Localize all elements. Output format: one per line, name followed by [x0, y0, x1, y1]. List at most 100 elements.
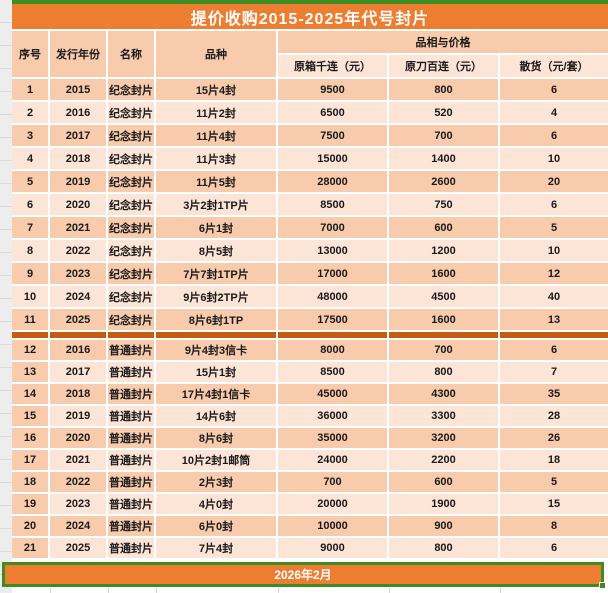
- cell-case-price[interactable]: 17000: [278, 263, 387, 284]
- cell-variety[interactable]: 14片6封: [156, 406, 276, 426]
- cell-case-price[interactable]: 10000: [278, 516, 387, 536]
- cell-case-price[interactable]: 9000: [278, 538, 387, 558]
- cell-loose-price[interactable]: 26: [500, 428, 608, 448]
- cell-loose-price[interactable]: 7: [500, 362, 608, 382]
- cell-loose-price[interactable]: 28: [500, 406, 608, 426]
- table-title[interactable]: 提价收购2015-2025年代号封片: [12, 4, 608, 29]
- cell-year[interactable]: 2025: [50, 538, 106, 558]
- cell-serial[interactable]: 13: [12, 362, 48, 382]
- cell-bundle-price[interactable]: 1900: [389, 494, 498, 514]
- cell-name[interactable]: 纪念封片: [108, 125, 154, 146]
- cell-bundle-price[interactable]: 700: [389, 340, 498, 360]
- cell-bundle-price[interactable]: 520: [389, 102, 498, 123]
- cell-bundle-price[interactable]: 1200: [389, 240, 498, 261]
- cell-name[interactable]: 纪念封片: [108, 171, 154, 192]
- cell-serial[interactable]: 2: [12, 102, 48, 123]
- cell-case-price[interactable]: 9500: [278, 79, 387, 100]
- cell-bundle-price[interactable]: 600: [389, 472, 498, 492]
- cell-loose-price[interactable]: 10: [500, 240, 608, 261]
- cell-variety[interactable]: 4片0封: [156, 494, 276, 514]
- cell-variety[interactable]: 17片4封1信卡: [156, 384, 276, 404]
- cell-case-price[interactable]: 6500: [278, 102, 387, 123]
- cell-variety[interactable]: 6片1封: [156, 217, 276, 238]
- cell-variety[interactable]: 7片4封: [156, 538, 276, 558]
- col-header-loose-price[interactable]: 散货（元/套）: [500, 55, 608, 77]
- cell-bundle-price[interactable]: 900: [389, 516, 498, 536]
- cell-year[interactable]: 2021: [50, 450, 106, 470]
- col-header-year[interactable]: 发行年份: [50, 31, 106, 77]
- cell-serial[interactable]: 12: [12, 340, 48, 360]
- cell-name[interactable]: 普通封片: [108, 472, 154, 492]
- cell-serial[interactable]: 11: [12, 309, 48, 330]
- cell-name[interactable]: 普通封片: [108, 362, 154, 382]
- cell-name[interactable]: 普通封片: [108, 450, 154, 470]
- cell-variety[interactable]: 10片2封1邮筒: [156, 450, 276, 470]
- cell-variety[interactable]: 7片7封1TP片: [156, 263, 276, 284]
- cell-name[interactable]: 纪念封片: [108, 102, 154, 123]
- cell-loose-price[interactable]: 6: [500, 340, 608, 360]
- cell-year[interactable]: 2020: [50, 194, 106, 215]
- cell-name[interactable]: 纪念封片: [108, 309, 154, 330]
- cell-serial[interactable]: 18: [12, 472, 48, 492]
- cell-serial[interactable]: 10: [12, 286, 48, 307]
- cell-loose-price[interactable]: 5: [500, 217, 608, 238]
- cell-serial[interactable]: 7: [12, 217, 48, 238]
- cell-case-price[interactable]: 8000: [278, 340, 387, 360]
- col-header-name[interactable]: 名称: [108, 31, 154, 77]
- cell-case-price[interactable]: 15000: [278, 148, 387, 169]
- cell-case-price[interactable]: 36000: [278, 406, 387, 426]
- cell-variety[interactable]: 15片1封: [156, 362, 276, 382]
- cell-bundle-price[interactable]: 1600: [389, 309, 498, 330]
- cell-year[interactable]: 2016: [50, 340, 106, 360]
- cell-serial[interactable]: 9: [12, 263, 48, 284]
- cell-variety[interactable]: 11片4封: [156, 125, 276, 146]
- cell-serial[interactable]: 21: [12, 538, 48, 558]
- cell-year[interactable]: 2017: [50, 125, 106, 146]
- cell-bundle-price[interactable]: 4500: [389, 286, 498, 307]
- cell-year[interactable]: 2023: [50, 494, 106, 514]
- col-header-price-group[interactable]: 品相与价格: [278, 31, 608, 53]
- cell-year[interactable]: 2016: [50, 102, 106, 123]
- cell-variety[interactable]: 11片2封: [156, 102, 276, 123]
- cell-year[interactable]: 2022: [50, 240, 106, 261]
- cell-loose-price[interactable]: 6: [500, 538, 608, 558]
- cell-loose-price[interactable]: 6: [500, 125, 608, 146]
- cell-bundle-price[interactable]: 4300: [389, 384, 498, 404]
- cell-loose-price[interactable]: 6: [500, 194, 608, 215]
- cell-loose-price[interactable]: 15: [500, 494, 608, 514]
- cell-loose-price[interactable]: 8: [500, 516, 608, 536]
- cell-variety[interactable]: 8片6封1TP: [156, 309, 276, 330]
- cell-year[interactable]: 2025: [50, 309, 106, 330]
- cell-variety[interactable]: 2片3封: [156, 472, 276, 492]
- cell-serial[interactable]: 3: [12, 125, 48, 146]
- cell-bundle-price[interactable]: 2600: [389, 171, 498, 192]
- cell-year[interactable]: 2019: [50, 171, 106, 192]
- cell-case-price[interactable]: 48000: [278, 286, 387, 307]
- cell-loose-price[interactable]: 18: [500, 450, 608, 470]
- cell-year[interactable]: 2019: [50, 406, 106, 426]
- cell-year[interactable]: 2024: [50, 516, 106, 536]
- cell-case-price[interactable]: 7000: [278, 217, 387, 238]
- col-header-variety[interactable]: 品种: [156, 31, 276, 77]
- cell-name[interactable]: 纪念封片: [108, 217, 154, 238]
- cell-year[interactable]: 2024: [50, 286, 106, 307]
- cell-year[interactable]: 2023: [50, 263, 106, 284]
- cell-variety[interactable]: 3片2封1TP片: [156, 194, 276, 215]
- cell-case-price[interactable]: 24000: [278, 450, 387, 470]
- cell-name[interactable]: 纪念封片: [108, 263, 154, 284]
- cell-loose-price[interactable]: 40: [500, 286, 608, 307]
- cell-variety[interactable]: 11片5封: [156, 171, 276, 192]
- cell-loose-price[interactable]: 4: [500, 102, 608, 123]
- cell-name[interactable]: 普通封片: [108, 428, 154, 448]
- cell-serial[interactable]: 16: [12, 428, 48, 448]
- col-header-bundle-price[interactable]: 原刀百连（元）: [389, 55, 498, 77]
- cell-case-price[interactable]: 20000: [278, 494, 387, 514]
- cell-serial[interactable]: 6: [12, 194, 48, 215]
- cell-loose-price[interactable]: 35: [500, 384, 608, 404]
- cell-bundle-price[interactable]: 600: [389, 217, 498, 238]
- cell-bundle-price[interactable]: 800: [389, 538, 498, 558]
- cell-case-price[interactable]: 17500: [278, 309, 387, 330]
- cell-serial[interactable]: 1: [12, 79, 48, 100]
- cell-variety[interactable]: 15片4封: [156, 79, 276, 100]
- cell-bundle-price[interactable]: 700: [389, 125, 498, 146]
